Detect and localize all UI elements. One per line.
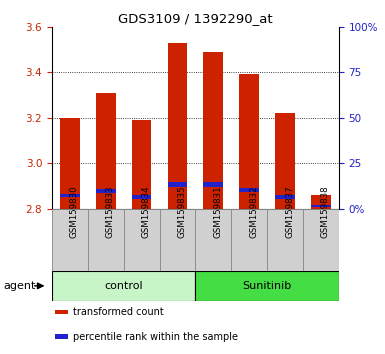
Bar bbox=[167, 42, 187, 209]
Bar bbox=[132, 120, 151, 209]
FancyBboxPatch shape bbox=[52, 271, 195, 301]
Text: GSM159837: GSM159837 bbox=[285, 185, 294, 238]
Text: GSM159833: GSM159833 bbox=[106, 185, 115, 238]
Bar bbox=[203, 182, 223, 187]
FancyBboxPatch shape bbox=[55, 309, 68, 314]
Bar bbox=[96, 189, 115, 193]
Text: percentile rank within the sample: percentile rank within the sample bbox=[74, 332, 238, 342]
Bar bbox=[275, 195, 295, 199]
Text: GSM159832: GSM159832 bbox=[249, 185, 258, 238]
Text: agent: agent bbox=[4, 281, 36, 291]
Text: transformed count: transformed count bbox=[74, 307, 164, 317]
Text: Sunitinib: Sunitinib bbox=[243, 281, 292, 291]
Bar bbox=[311, 195, 331, 209]
Text: GSM159838: GSM159838 bbox=[321, 185, 330, 238]
Bar bbox=[239, 188, 259, 192]
Bar bbox=[275, 113, 295, 209]
FancyBboxPatch shape bbox=[55, 334, 68, 339]
FancyBboxPatch shape bbox=[124, 209, 159, 271]
Text: GSM159835: GSM159835 bbox=[177, 185, 186, 238]
Text: GSM159830: GSM159830 bbox=[70, 185, 79, 238]
Title: GDS3109 / 1392290_at: GDS3109 / 1392290_at bbox=[118, 12, 273, 25]
Text: GSM159834: GSM159834 bbox=[142, 185, 151, 238]
Bar bbox=[60, 118, 80, 209]
Text: GSM159831: GSM159831 bbox=[213, 185, 222, 238]
Bar bbox=[239, 74, 259, 209]
Bar bbox=[311, 205, 331, 207]
FancyBboxPatch shape bbox=[303, 209, 339, 271]
FancyBboxPatch shape bbox=[52, 209, 88, 271]
Bar bbox=[167, 182, 187, 187]
FancyBboxPatch shape bbox=[195, 209, 231, 271]
FancyBboxPatch shape bbox=[88, 209, 124, 271]
Bar bbox=[132, 195, 151, 199]
FancyBboxPatch shape bbox=[195, 271, 339, 301]
Text: control: control bbox=[104, 281, 143, 291]
FancyBboxPatch shape bbox=[231, 209, 267, 271]
Bar bbox=[203, 52, 223, 209]
Bar bbox=[96, 93, 115, 209]
FancyBboxPatch shape bbox=[159, 209, 195, 271]
FancyBboxPatch shape bbox=[267, 209, 303, 271]
Bar bbox=[60, 194, 80, 198]
